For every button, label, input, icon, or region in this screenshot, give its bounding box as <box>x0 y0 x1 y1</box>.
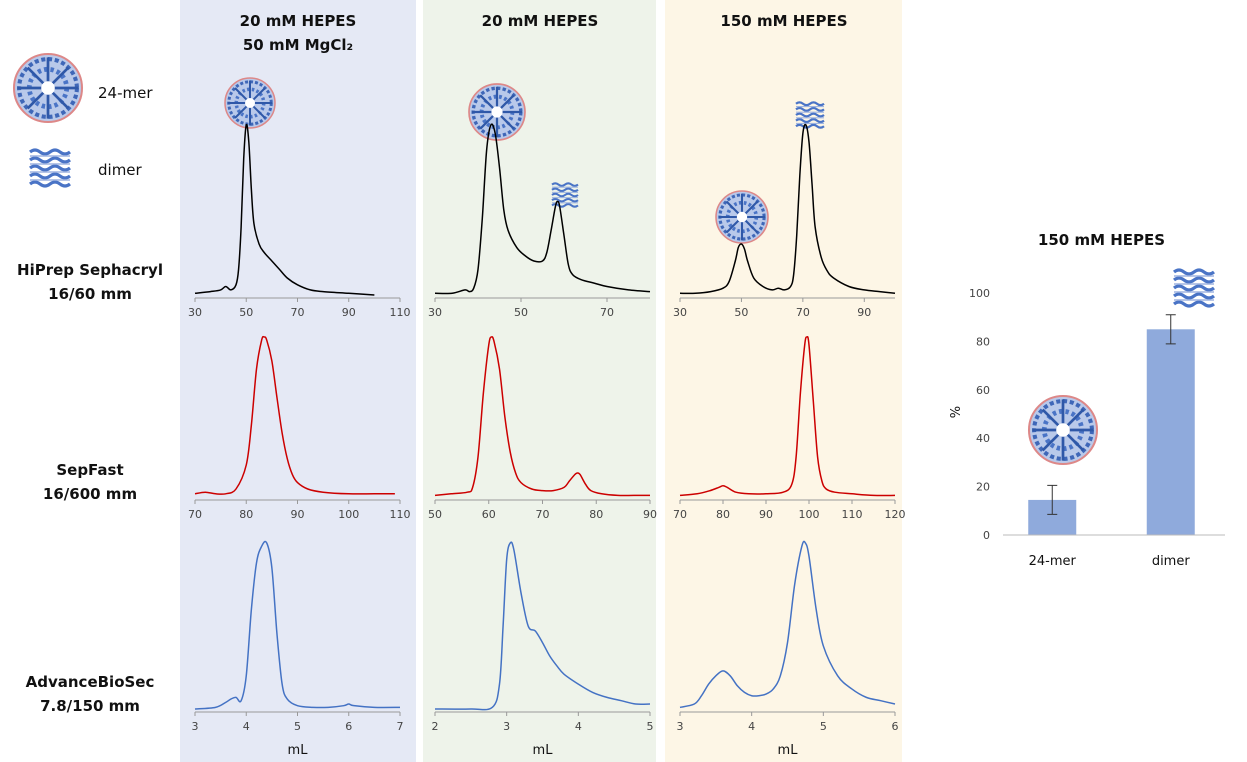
panel-bg <box>423 0 656 762</box>
x-tick-label: 3 <box>503 720 510 733</box>
icon-24mer <box>469 84 525 140</box>
x-tick-label: 70 <box>291 306 305 319</box>
legend-label: 24-mer <box>98 84 153 102</box>
x-tick-label: 70 <box>673 508 687 521</box>
x-tick-label: 5 <box>647 720 654 733</box>
x-tick-label: 70 <box>600 306 614 319</box>
x-tick-label: 110 <box>390 508 411 521</box>
column-header: 150 mM HEPES <box>720 12 847 30</box>
x-axis-label: mL <box>533 743 554 758</box>
error-bar <box>1165 314 1176 345</box>
chromatogram-line <box>679 540 896 709</box>
chromatogram-line <box>434 123 651 295</box>
chromatogram-line <box>194 123 375 296</box>
panel-bg <box>665 0 902 762</box>
x-tick-label: 60 <box>482 508 496 521</box>
x-axis-label: mL <box>778 743 799 758</box>
x-tick-label: 3 <box>192 720 199 733</box>
chromatogram-line <box>194 335 395 495</box>
x-tick-label: 120 <box>885 508 906 521</box>
chromatogram-line <box>194 540 401 710</box>
y-axis-label: % <box>949 406 964 418</box>
chromatogram-line <box>679 335 896 497</box>
icon-24mer <box>225 78 275 128</box>
icon-dimer <box>1172 268 1216 308</box>
x-tick-label: 50 <box>734 306 748 319</box>
chromatogram-line <box>679 123 896 295</box>
icon-24mer <box>14 54 82 122</box>
x-tick-label: 100 <box>799 508 820 521</box>
icon-24mer <box>1029 396 1097 464</box>
x-tick-label: 100 <box>338 508 359 521</box>
column-header: 50 mM MgCl₂ <box>243 36 353 54</box>
x-tick-label: 90 <box>857 306 871 319</box>
chromatogram-line <box>434 541 651 711</box>
x-tick-label: 6 <box>345 720 352 733</box>
x-tick-label: 30 <box>428 306 442 319</box>
y-tick-label: 80 <box>976 335 990 348</box>
x-tick-label: 2 <box>432 720 439 733</box>
x-tick-label: 6 <box>892 720 899 733</box>
y-tick-label: 60 <box>976 384 990 397</box>
x-tick-label: 5 <box>820 720 827 733</box>
x-tick-label: 70 <box>536 508 550 521</box>
x-axis-label: mL <box>288 743 309 758</box>
y-tick-label: 0 <box>983 529 990 542</box>
x-tick-label: 90 <box>643 508 657 521</box>
x-tick-label: 110 <box>390 306 411 319</box>
row-label: 7.8/150 mm <box>40 697 140 715</box>
y-tick-label: 100 <box>969 287 990 300</box>
x-tick-label: 80 <box>589 508 603 521</box>
x-tick-label: 90 <box>342 306 356 319</box>
x-tick-label: 4 <box>575 720 582 733</box>
row-label: 16/60 mm <box>48 285 132 303</box>
x-tick-label: 50 <box>239 306 253 319</box>
x-tick-label: dimer <box>1152 554 1191 569</box>
legend-label: dimer <box>98 161 143 179</box>
x-tick-label: 30 <box>188 306 202 319</box>
column-header: 20 mM HEPES <box>482 12 599 30</box>
panel-bg <box>180 0 416 762</box>
x-tick-label: 80 <box>716 508 730 521</box>
row-label: SepFast <box>56 461 123 479</box>
x-tick-label: 30 <box>673 306 687 319</box>
x-tick-label: 4 <box>748 720 755 733</box>
x-tick-label: 5 <box>294 720 301 733</box>
x-tick-label: 50 <box>514 306 528 319</box>
icon-24mer <box>716 191 768 243</box>
x-tick-label: 90 <box>291 508 305 521</box>
x-tick-label: 4 <box>243 720 250 733</box>
chromatogram-line <box>434 336 650 497</box>
row-label: 16/600 mm <box>43 485 137 503</box>
icon-dimer <box>28 148 72 188</box>
column-header: 20 mM HEPES <box>240 12 357 30</box>
bar <box>1146 329 1195 535</box>
x-tick-label: 70 <box>188 508 202 521</box>
chart-title: 150 mM HEPES <box>1038 231 1165 249</box>
error-bar <box>1047 484 1058 515</box>
x-tick-label: 80 <box>239 508 253 521</box>
x-tick-label: 50 <box>428 508 442 521</box>
row-label: AdvanceBioSec <box>26 673 155 691</box>
x-tick-label: 3 <box>677 720 684 733</box>
x-tick-label: 110 <box>842 508 863 521</box>
y-tick-label: 20 <box>976 481 990 494</box>
x-tick-label: 70 <box>796 306 810 319</box>
x-tick-label: 90 <box>759 508 773 521</box>
x-tick-label: 24-mer <box>1029 554 1077 569</box>
x-tick-label: 7 <box>397 720 404 733</box>
row-label: HiPrep Sephacryl <box>17 261 163 279</box>
y-tick-label: 40 <box>976 432 990 445</box>
